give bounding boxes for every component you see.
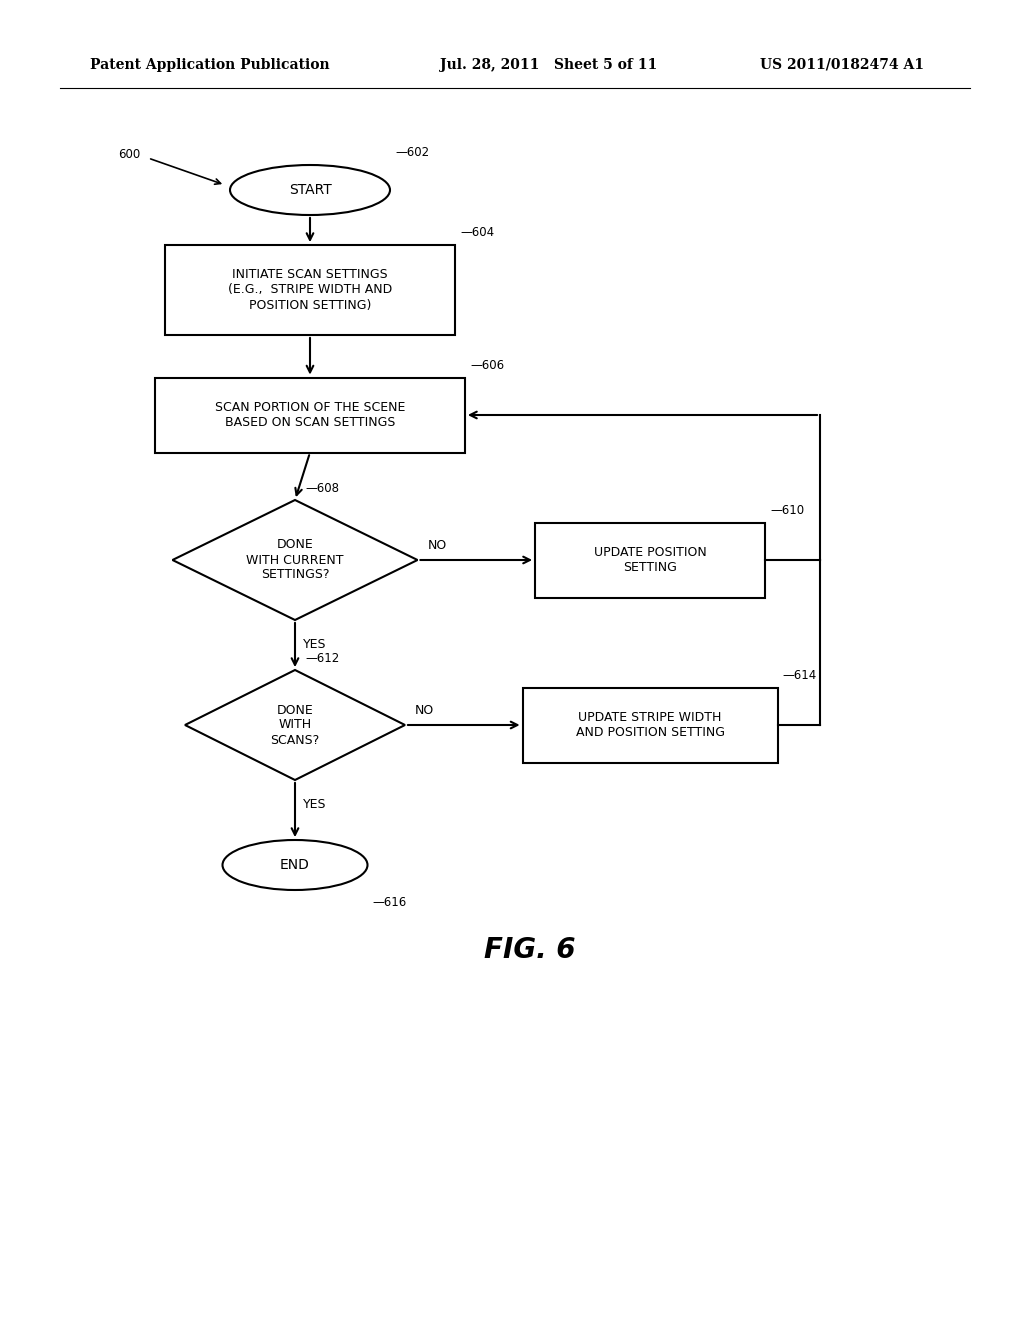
Text: FIG. 6: FIG. 6 — [484, 936, 575, 964]
Text: YES: YES — [303, 638, 327, 651]
Text: DONE
WITH
SCANS?: DONE WITH SCANS? — [270, 704, 319, 747]
Text: NO: NO — [415, 704, 434, 717]
Text: —614: —614 — [782, 669, 817, 682]
Ellipse shape — [230, 165, 390, 215]
Text: —610: —610 — [770, 504, 804, 517]
Text: UPDATE POSITION
SETTING: UPDATE POSITION SETTING — [594, 546, 707, 574]
Text: 600: 600 — [118, 149, 140, 161]
Text: INITIATE SCAN SETTINGS
(E.G.,  STRIPE WIDTH AND
POSITION SETTING): INITIATE SCAN SETTINGS (E.G., STRIPE WID… — [228, 268, 392, 312]
Text: —604: —604 — [460, 227, 495, 239]
Ellipse shape — [222, 840, 368, 890]
Text: —608: —608 — [305, 482, 339, 495]
Text: START: START — [289, 183, 332, 197]
Text: DONE
WITH CURRENT
SETTINGS?: DONE WITH CURRENT SETTINGS? — [246, 539, 344, 582]
Text: —616: —616 — [373, 895, 407, 908]
Text: NO: NO — [427, 539, 446, 552]
Text: —602: —602 — [395, 147, 429, 160]
Text: Jul. 28, 2011   Sheet 5 of 11: Jul. 28, 2011 Sheet 5 of 11 — [440, 58, 657, 73]
Text: US 2011/0182474 A1: US 2011/0182474 A1 — [760, 58, 924, 73]
Text: —612: —612 — [305, 652, 339, 664]
Bar — [155, 378, 465, 453]
Polygon shape — [185, 671, 406, 780]
Bar — [535, 523, 765, 598]
Bar — [165, 246, 455, 335]
Text: UPDATE STRIPE WIDTH
AND POSITION SETTING: UPDATE STRIPE WIDTH AND POSITION SETTING — [575, 711, 725, 739]
Text: YES: YES — [303, 799, 327, 810]
Polygon shape — [172, 500, 418, 620]
Text: SCAN PORTION OF THE SCENE
BASED ON SCAN SETTINGS: SCAN PORTION OF THE SCENE BASED ON SCAN … — [215, 401, 406, 429]
Text: —606: —606 — [470, 359, 504, 372]
Text: END: END — [280, 858, 310, 873]
Text: Patent Application Publication: Patent Application Publication — [90, 58, 330, 73]
Bar — [522, 688, 777, 763]
